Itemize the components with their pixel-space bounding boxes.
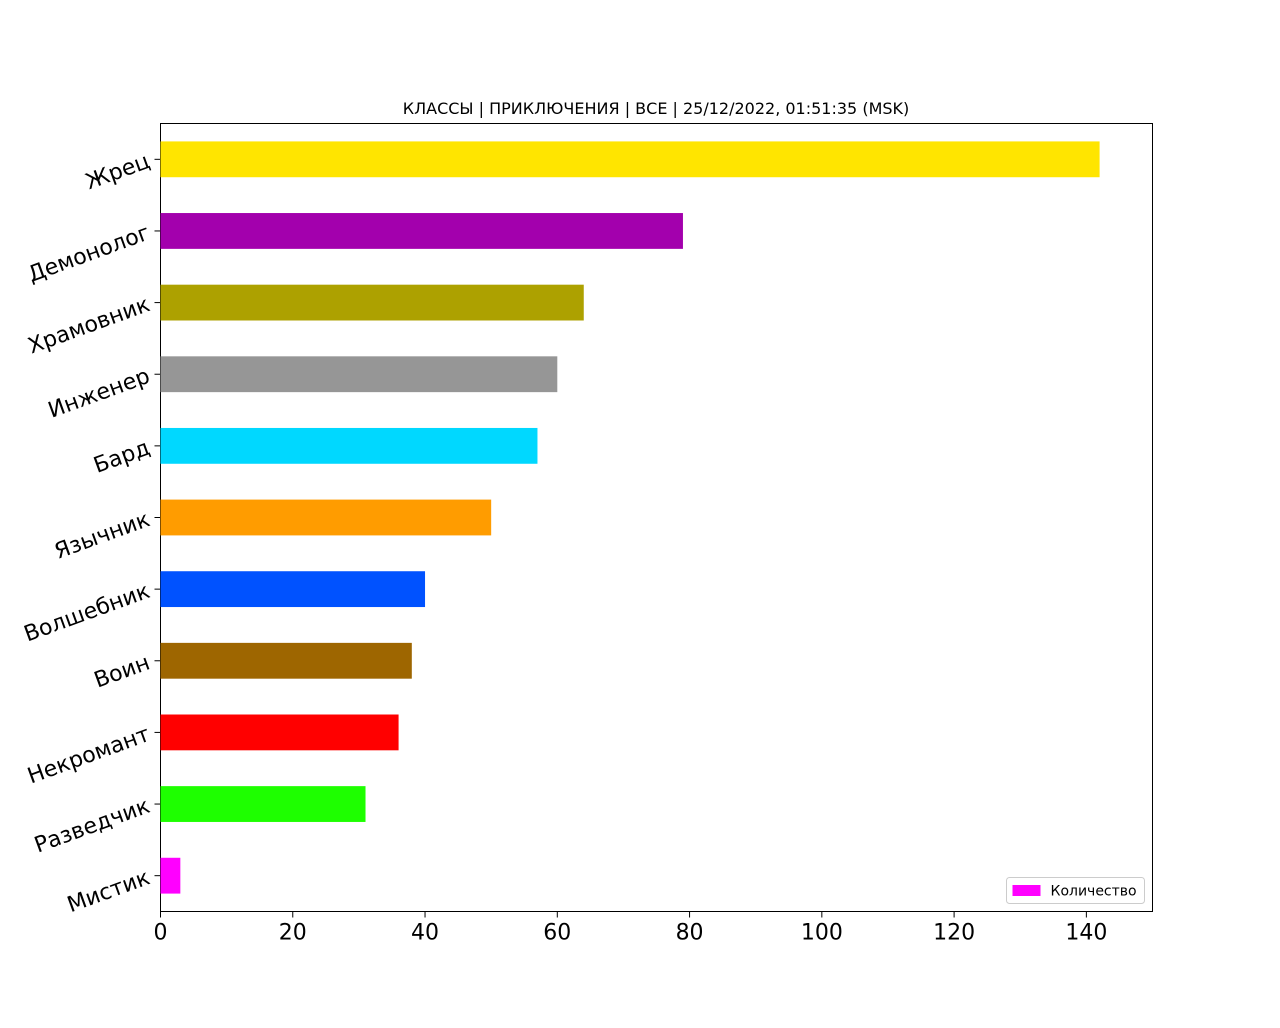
- bar-10: [160, 786, 366, 822]
- bar-2: [160, 213, 683, 249]
- y-tick-label: Язычник: [51, 507, 153, 564]
- y-tick-label: Храмовник: [25, 292, 153, 359]
- y-tick-label: Мистик: [64, 865, 153, 918]
- y-tick-label: Волшебник: [21, 579, 153, 648]
- bars-layer: [160, 141, 1100, 894]
- y-tick-label: Разведчик: [31, 794, 153, 859]
- x-tick-label: 120: [933, 921, 975, 946]
- y-tick-label: Бард: [90, 436, 153, 479]
- x-tick-label: 40: [411, 921, 439, 946]
- legend-swatch: [1012, 885, 1041, 896]
- bar-7: [160, 571, 426, 608]
- y-tick-label: Некромант: [24, 722, 153, 789]
- legend-box: [1006, 877, 1145, 904]
- x-tick-label: 140: [1065, 921, 1107, 946]
- x-axis: 0 20 40 60 80 100 120 140: [154, 911, 1107, 946]
- bar-5: [160, 427, 538, 464]
- bar-9: [160, 714, 399, 751]
- y-tick-label: Демонолог: [25, 221, 154, 288]
- x-tick-label: 60: [543, 921, 571, 946]
- x-tick-label: 0: [154, 921, 168, 946]
- bar-6: [160, 499, 492, 536]
- x-tick-label: 100: [801, 921, 843, 946]
- bar-11: [160, 857, 181, 894]
- y-tick-label: Воин: [91, 650, 153, 693]
- bar-4: [160, 356, 558, 393]
- legend: Количество: [1006, 877, 1145, 904]
- bar-3: [160, 284, 584, 321]
- y-tick-label: Инженер: [45, 364, 153, 424]
- x-tick-label: 20: [279, 921, 307, 946]
- x-tick-label: 80: [676, 921, 704, 946]
- chart-title: КЛАССЫ | ПРИКЛЮЧЕНИЯ | ВСЕ | 25/12/2022,…: [403, 99, 910, 118]
- bar-1: [160, 141, 1100, 178]
- bar-8: [160, 642, 412, 679]
- y-tick-label: Жрец: [83, 149, 154, 195]
- legend-label: Количество: [1051, 884, 1137, 900]
